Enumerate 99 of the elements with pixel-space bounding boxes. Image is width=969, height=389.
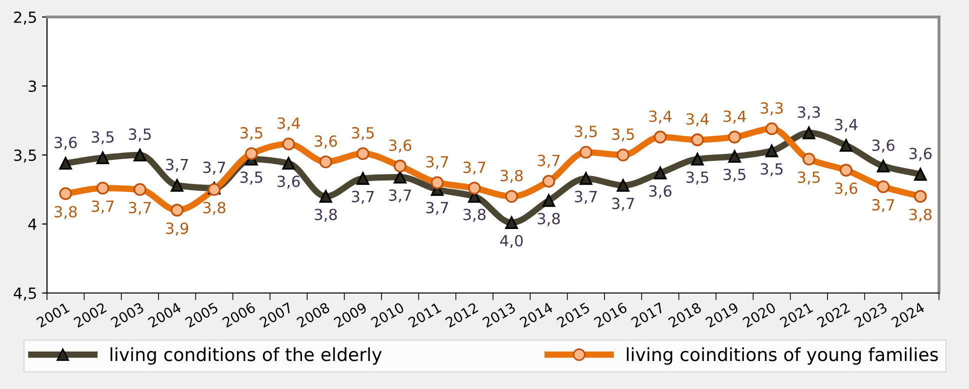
data-label: 3,5: [92, 131, 114, 144]
y-tick-label: 4: [28, 218, 36, 230]
data-label: 3,8: [463, 208, 486, 222]
point: [134, 183, 146, 196]
point: [96, 151, 110, 164]
point: [319, 190, 332, 203]
data-label: 3,6: [649, 185, 672, 198]
point: [654, 166, 667, 180]
point: [356, 172, 370, 185]
legend-label: living conditions of the elderly: [110, 347, 382, 365]
data-label: 3,7: [352, 190, 374, 204]
data-label: 3,6: [278, 176, 300, 189]
data-label: 3,6: [835, 182, 858, 196]
point: [616, 148, 630, 162]
point: [96, 182, 110, 195]
y-tick-label: 3,5: [14, 149, 36, 163]
data-label: 3,8: [909, 208, 932, 222]
data-label: 3,8: [203, 202, 226, 215]
y-tick-label: 2,5: [14, 11, 36, 25]
data-label: 3,6: [54, 136, 77, 150]
point: [394, 160, 406, 172]
point: [59, 187, 72, 200]
data-label: 3,7: [92, 200, 114, 214]
data-label: 3,9: [166, 222, 188, 236]
point: [840, 164, 852, 177]
data-label: 3,5: [686, 171, 708, 185]
data-label: 3,5: [574, 126, 597, 139]
data-label: 3,5: [760, 163, 783, 176]
data-label: 3,8: [314, 208, 337, 222]
y-tick-label: 4,5: [14, 288, 36, 301]
data-label: 3,4: [649, 110, 672, 124]
point: [802, 126, 816, 140]
data-label: 3,6: [872, 139, 894, 153]
data-label: 3,4: [724, 110, 746, 124]
point: [208, 183, 221, 196]
point: [542, 174, 556, 188]
data-label: 3,7: [463, 162, 486, 175]
data-label: 3,4: [686, 113, 709, 126]
data-label: 3,5: [612, 128, 634, 142]
point: [765, 144, 778, 158]
data-label: 3,7: [872, 199, 894, 212]
data-label: 3,3: [760, 102, 783, 116]
data-label: 3,8: [54, 206, 77, 220]
point: [914, 168, 927, 181]
point: [876, 160, 890, 172]
data-label: 3,4: [835, 118, 858, 132]
data-label: 3,7: [574, 190, 597, 204]
data-label: 3,7: [203, 162, 226, 175]
point: [691, 133, 704, 146]
data-label: 4,0: [500, 234, 523, 248]
point: [691, 152, 704, 166]
point: [394, 170, 406, 184]
point: [580, 146, 592, 159]
data-label: 3,6: [314, 135, 337, 148]
point: [876, 180, 890, 194]
point: [802, 152, 816, 166]
point: [914, 190, 927, 203]
point: [356, 147, 370, 160]
data-label: 3,6: [909, 148, 932, 161]
point: [765, 122, 778, 136]
point: [170, 178, 184, 192]
data-label: 3,7: [538, 154, 560, 168]
point: [468, 182, 481, 195]
data-label: 3,7: [426, 202, 448, 215]
point: [580, 172, 592, 185]
data-label: 3,4: [278, 117, 300, 131]
data-label: 3,3: [798, 106, 820, 120]
point: [170, 204, 184, 217]
point: [59, 156, 72, 170]
data-label: 3,7: [426, 156, 448, 170]
data-label: 3,5: [798, 171, 820, 185]
point: [542, 194, 556, 207]
data-label: 3,5: [724, 168, 746, 182]
point: [728, 130, 741, 144]
data-label: 3,7: [612, 198, 634, 211]
point: [505, 190, 518, 203]
data-label: 3,7: [166, 158, 188, 172]
point: [282, 138, 295, 150]
data-label: 3,8: [538, 212, 560, 226]
point: [282, 156, 295, 170]
data-label: 3,7: [389, 189, 411, 203]
point: [245, 147, 258, 160]
point: [654, 130, 667, 144]
y-tick-label: 3: [28, 80, 36, 92]
data-label: 3,7: [128, 202, 151, 215]
point: [430, 176, 444, 189]
point: [319, 156, 332, 168]
point: [505, 216, 518, 230]
data-label: 3,5: [352, 127, 374, 140]
point: [728, 150, 741, 163]
data-label: 3,5: [240, 171, 262, 185]
point: [840, 138, 852, 152]
data-label: 3,5: [240, 127, 262, 140]
data-label: 3,6: [389, 139, 412, 153]
data-label: 3,8: [500, 170, 523, 183]
legend-label: living coinditions of young families: [626, 347, 938, 365]
data-label: 3,5: [128, 128, 151, 142]
point: [616, 178, 630, 192]
point: [134, 148, 146, 162]
